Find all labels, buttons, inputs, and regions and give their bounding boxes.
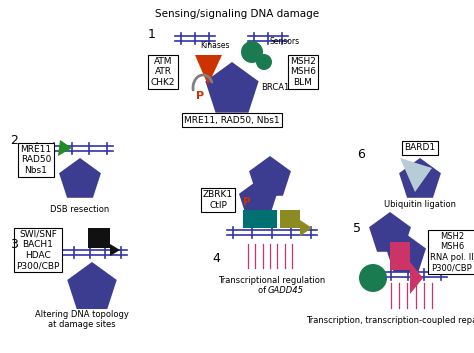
Text: MRE11
RAD50
Nbs1: MRE11 RAD50 Nbs1	[20, 145, 52, 175]
Polygon shape	[205, 62, 259, 113]
Text: Sensing/signaling DNA damage: Sensing/signaling DNA damage	[155, 9, 319, 19]
Circle shape	[256, 54, 272, 70]
Text: DSB resection: DSB resection	[50, 205, 109, 214]
Polygon shape	[195, 55, 222, 85]
Text: Ubiquitin ligation: Ubiquitin ligation	[384, 200, 456, 209]
Text: BRCA1: BRCA1	[261, 84, 289, 92]
Polygon shape	[59, 158, 101, 198]
Text: MSH2
MSH6
BLM: MSH2 MSH6 BLM	[290, 57, 316, 87]
Text: Altering DNA topology
at damage sites: Altering DNA topology at damage sites	[35, 310, 129, 329]
Polygon shape	[400, 158, 432, 192]
Polygon shape	[410, 262, 423, 294]
Bar	[243, 210, 277, 228]
Text: 4: 4	[212, 252, 220, 265]
Text: SWI/SNF
BACH1
HDAC
P300/CBP: SWI/SNF BACH1 HDAC P300/CBP	[16, 230, 60, 270]
Text: 1: 1	[148, 28, 156, 41]
Text: ATM
ATR
CHK2: ATM ATR CHK2	[151, 57, 175, 87]
Polygon shape	[239, 180, 277, 216]
Text: P: P	[196, 91, 204, 101]
Text: Transcription, transcription-coupled repair: Transcription, transcription-coupled rep…	[306, 316, 474, 325]
Text: BARD1: BARD1	[404, 144, 436, 152]
Text: 3: 3	[10, 238, 18, 251]
Polygon shape	[110, 244, 120, 256]
Text: ZBRK1
CtIP: ZBRK1 CtIP	[203, 190, 233, 210]
Text: P: P	[243, 197, 251, 207]
Polygon shape	[67, 262, 117, 309]
Polygon shape	[58, 140, 72, 156]
Text: 6: 6	[357, 148, 365, 161]
Bar	[88, 228, 110, 248]
Circle shape	[359, 264, 387, 292]
Text: 5: 5	[353, 222, 361, 235]
Text: 2: 2	[10, 134, 18, 147]
Polygon shape	[399, 158, 441, 198]
Text: Kinases: Kinases	[200, 41, 229, 50]
Polygon shape	[249, 156, 291, 196]
Bar	[280, 210, 300, 228]
Text: MSH2
MSH6
RNA pol. II
P300/CBP: MSH2 MSH6 RNA pol. II P300/CBP	[430, 232, 474, 272]
Text: of: of	[258, 286, 269, 295]
Bar	[390, 242, 410, 270]
Polygon shape	[369, 212, 411, 252]
Text: Sensors: Sensors	[270, 37, 300, 46]
Circle shape	[241, 41, 263, 63]
Polygon shape	[300, 220, 312, 236]
Text: MRE11, RAD50, Nbs1: MRE11, RAD50, Nbs1	[184, 115, 280, 125]
Text: Transcriptional regulation: Transcriptional regulation	[219, 276, 326, 285]
Text: GADD45: GADD45	[268, 286, 304, 295]
Polygon shape	[386, 234, 426, 272]
